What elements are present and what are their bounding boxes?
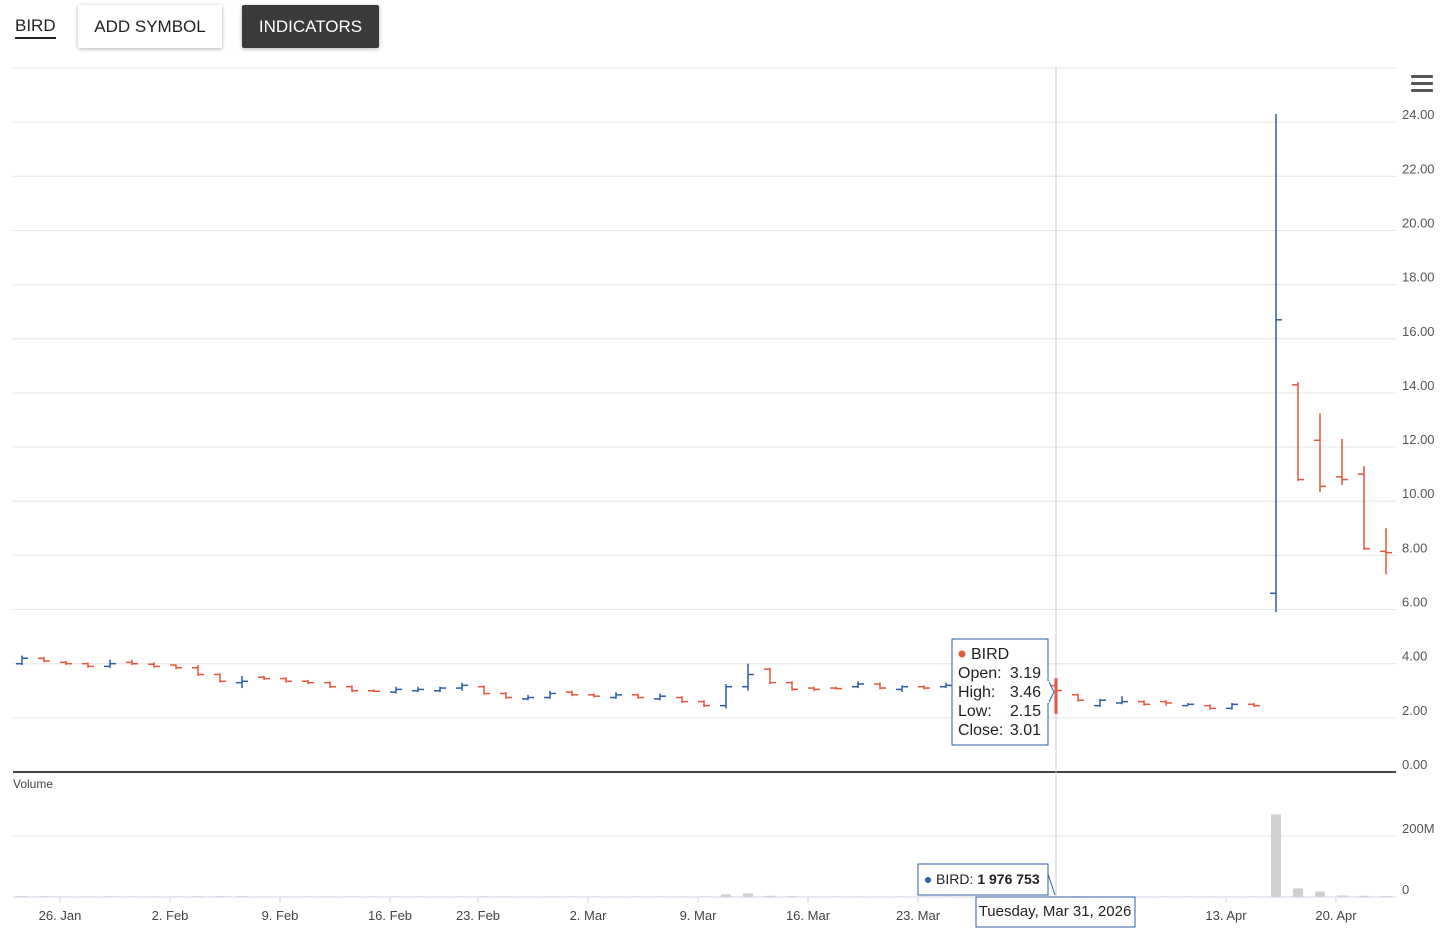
menu-line	[1411, 89, 1433, 92]
volume-bar	[237, 896, 247, 897]
volume-label: Volume	[13, 777, 53, 791]
volume-bar	[215, 896, 225, 897]
tooltip-value: 3.19	[1010, 665, 1041, 682]
volume-bar	[17, 896, 27, 897]
tooltip-pointer	[1047, 679, 1055, 705]
volume-bar	[83, 896, 93, 897]
y-tick-label: 24.00	[1402, 107, 1435, 122]
volume-bar	[743, 893, 753, 897]
y-tick-label: 12.00	[1402, 432, 1435, 447]
y-tick-label: 6.00	[1402, 595, 1427, 610]
volume-bar	[479, 896, 489, 897]
volume-tooltip-box	[917, 863, 1049, 896]
y-tick-label: 4.00	[1402, 649, 1427, 664]
date-label: Tuesday, Mar 31, 2026	[979, 903, 1132, 920]
volume-tooltip-series: BIRD:	[936, 871, 973, 887]
x-tick-label: 16. Mar	[786, 908, 831, 923]
tooltip-value: 3.01	[1010, 722, 1041, 739]
y-tick-label: 18.00	[1402, 270, 1435, 285]
x-tick-label: 16. Feb	[368, 908, 412, 923]
tooltip-series: BIRD	[971, 646, 1009, 663]
volume-bar	[105, 896, 115, 897]
y-tick-label: 8.00	[1402, 540, 1427, 555]
x-tick-label: 13. Apr	[1205, 908, 1247, 923]
menu-icon[interactable]	[1411, 75, 1433, 92]
volume-bar	[721, 894, 731, 897]
y-tick-label: 2.00	[1402, 703, 1427, 718]
volume-bar	[1271, 814, 1281, 897]
volume-bar	[127, 896, 137, 897]
volume-bar	[1293, 888, 1303, 897]
x-tick-label: 23. Feb	[456, 908, 500, 923]
volume-bar	[61, 896, 71, 897]
volume-bar	[545, 896, 555, 897]
tooltip-dot	[958, 650, 966, 658]
tooltip-value: 3.46	[1010, 684, 1041, 701]
y-tick-label: 0.00	[1402, 757, 1427, 772]
menu-line	[1411, 75, 1433, 78]
volume-bar	[1337, 895, 1347, 897]
y-tick-label: 20.00	[1402, 215, 1435, 230]
volume-bar	[1381, 896, 1391, 897]
volume-tooltip-value: 1 976 753	[977, 871, 1039, 887]
tooltip-label: Low:	[958, 703, 992, 720]
x-tick-label: 9. Mar	[680, 908, 718, 923]
volume-tooltip: BIRD: 1 976 753	[936, 871, 1040, 887]
volume-bar	[1359, 895, 1369, 897]
indicators-button[interactable]: INDICATORS	[242, 5, 379, 48]
y-tick-label: 16.00	[1402, 324, 1435, 339]
volume-tooltip-pointer	[1047, 873, 1056, 896]
volume-bar	[1315, 891, 1325, 897]
tooltip-label: Open:	[958, 665, 1002, 682]
volume-bar	[787, 896, 797, 897]
x-tick-label: 2. Feb	[152, 908, 189, 923]
x-tick-label: 9. Feb	[262, 908, 299, 923]
add-symbol-button[interactable]: ADD SYMBOL	[78, 5, 222, 48]
volume-bar	[171, 896, 181, 897]
volume-bar	[501, 896, 511, 897]
volume-bar	[765, 895, 775, 897]
x-tick-label: 26. Jan	[39, 908, 82, 923]
volume-tooltip-dot	[925, 877, 931, 883]
volume-bar	[347, 896, 357, 897]
y-tick-label: 14.00	[1402, 378, 1435, 393]
symbol-tab[interactable]: BIRD	[15, 16, 56, 39]
tooltip-value: 2.15	[1010, 703, 1041, 720]
y-tick-label: 22.00	[1402, 161, 1435, 176]
volume-tick-label: 0	[1402, 882, 1409, 897]
volume-tick-label: 200M	[1402, 821, 1435, 836]
x-tick-label: 20. Apr	[1315, 908, 1357, 923]
volume-bar	[193, 896, 203, 897]
y-tick-label: 10.00	[1402, 486, 1435, 501]
date-label-box	[975, 896, 1136, 928]
tooltip-label: High:	[958, 684, 995, 701]
volume-bar	[325, 896, 335, 897]
tooltip-label: Close:	[958, 722, 1003, 739]
volume-bar	[149, 896, 159, 897]
volume-bar	[699, 896, 709, 897]
menu-line	[1411, 82, 1433, 85]
tooltip-box	[951, 638, 1049, 746]
volume-bar	[39, 896, 49, 897]
x-tick-label: 23. Mar	[896, 908, 941, 923]
volume-bar	[677, 896, 687, 897]
x-tick-label: 2. Mar	[570, 908, 608, 923]
